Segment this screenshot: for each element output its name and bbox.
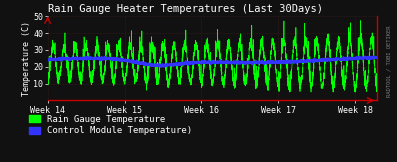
Text: RADTOOL / TOBI OETIKER: RADTOOL / TOBI OETIKER: [386, 26, 391, 97]
Legend: Rain Gauge Temperature, Control Module Temperature): Rain Gauge Temperature, Control Module T…: [29, 115, 193, 135]
Y-axis label: Temperature (C): Temperature (C): [22, 21, 31, 96]
Text: Rain Gauge Heater Temperatures (Last 30Days): Rain Gauge Heater Temperatures (Last 30D…: [48, 4, 323, 14]
